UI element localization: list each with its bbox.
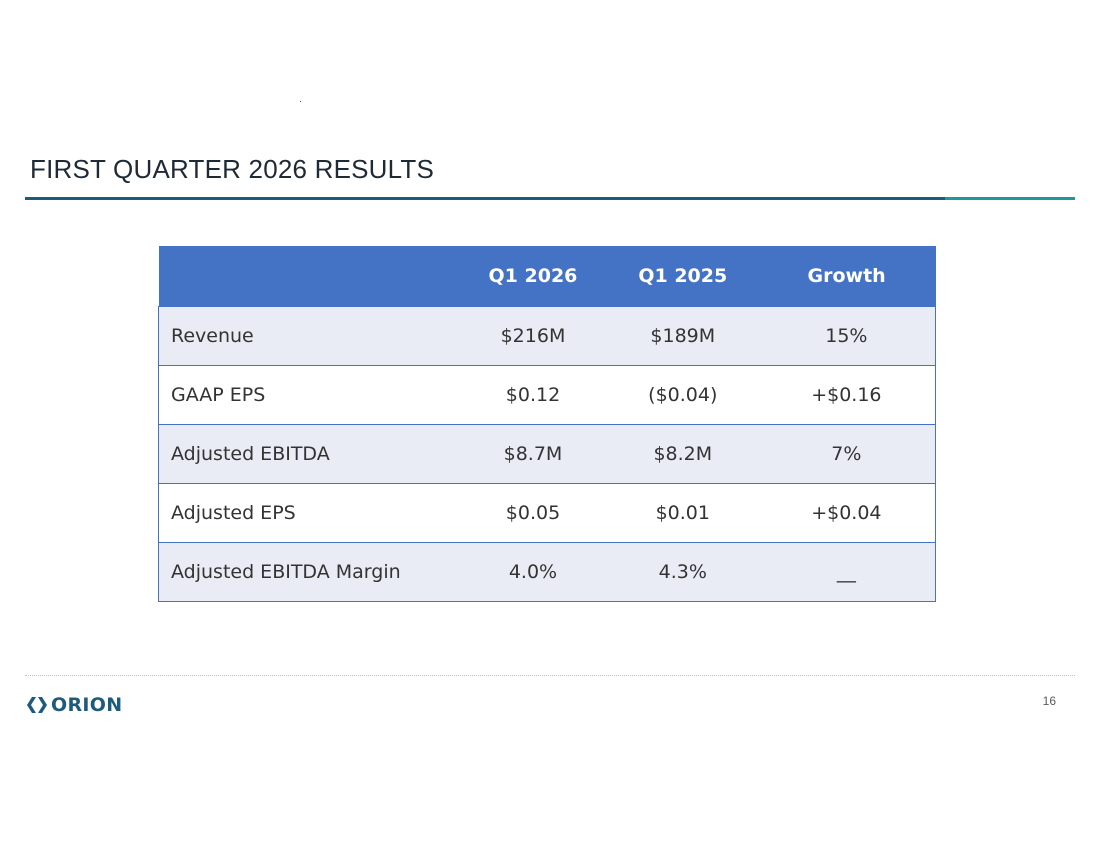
row-label: Revenue [158,306,459,366]
table-row: GAAP EPS $0.12 ($0.04) +$0.16 [158,365,936,425]
header-cell-q1-2026: Q1 2026 [458,246,608,307]
footer-divider [25,675,1075,676]
cell-growth: +$0.16 [757,365,936,425]
row-label: GAAP EPS [158,365,459,425]
orion-logo: ORION [26,693,122,717]
cell-growth: 7% [757,424,936,484]
cell-q1-2025: $8.2M [607,424,758,484]
row-label: Adjusted EPS [158,483,459,543]
table-row: Revenue $216M $189M 15% [158,306,936,366]
cell-q1-2025: 4.3% [607,542,758,602]
cell-growth: 15% [757,306,936,366]
header-cell-growth: Growth [757,246,936,307]
slide-title: FIRST QUARTER 2026 RESULTS [30,154,434,184]
cell-growth: +$0.04 [757,483,936,543]
page-number: 16 [1042,694,1056,708]
decorative-dot [300,101,301,102]
cell-q1-2025: $0.01 [607,483,758,543]
title-underline-accent [945,197,1075,200]
cell-q1-2026: $0.12 [458,365,608,425]
cell-q1-2025: ($0.04) [607,365,758,425]
results-table: Q1 2026 Q1 2025 Growth Revenue $216M $18… [158,246,936,602]
title-underline [25,197,945,200]
row-label: Adjusted EBITDA Margin [158,542,459,602]
cell-q1-2025: $189M [607,306,758,366]
cell-q1-2026: $0.05 [458,483,608,543]
row-label: Adjusted EBITDA [158,424,459,484]
orion-diamond-icon [26,695,48,715]
cell-growth: __ [757,542,936,602]
header-cell-metric [158,246,459,307]
cell-q1-2026: 4.0% [458,542,608,602]
table-header-row: Q1 2026 Q1 2025 Growth [158,246,936,307]
table-row: Adjusted EPS $0.05 $0.01 +$0.04 [158,483,936,543]
table-row: Adjusted EBITDA $8.7M $8.2M 7% [158,424,936,484]
cell-q1-2026: $8.7M [458,424,608,484]
table-row: Adjusted EBITDA Margin 4.0% 4.3% __ [158,542,936,602]
logo-text: ORION [51,694,123,716]
header-cell-q1-2025: Q1 2025 [607,246,758,307]
cell-q1-2026: $216M [458,306,608,366]
